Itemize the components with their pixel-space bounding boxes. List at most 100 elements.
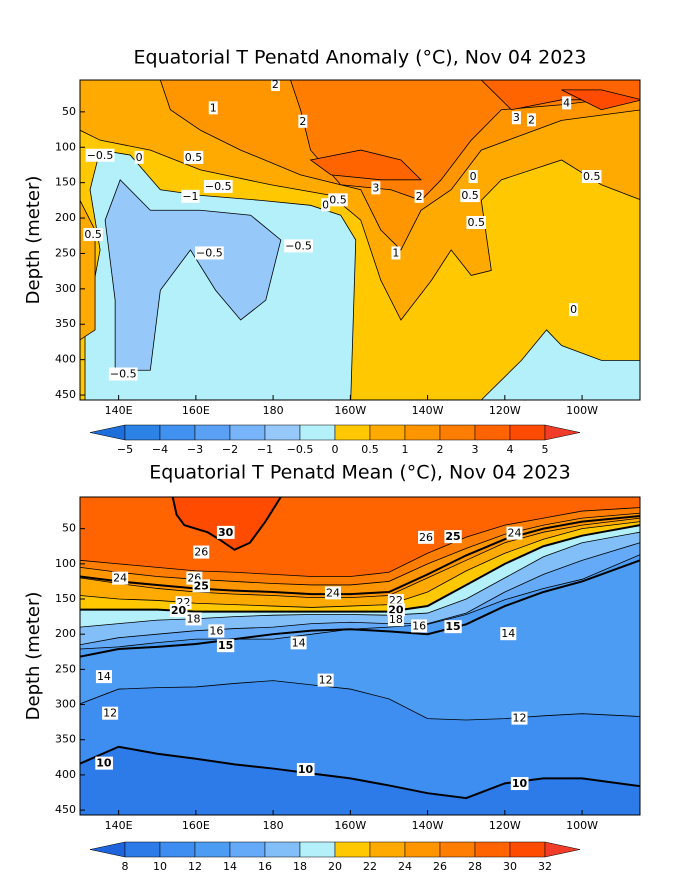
contour-label: 25 (445, 530, 460, 543)
contour-label: 20 (171, 604, 187, 617)
contour-label-bg (466, 216, 486, 230)
y-tick-label: 150 (55, 592, 76, 605)
contour-label-bg (511, 711, 528, 725)
contour-label: 10 (96, 757, 112, 770)
contour-label: 0.5 (185, 151, 203, 164)
contour-label: 0 (470, 170, 477, 183)
contour-label-bg (414, 189, 424, 203)
contour-label-bg (411, 619, 428, 633)
colorbar-bin (474, 424, 511, 441)
colorbar-bin (509, 841, 546, 858)
plot-frame (79, 79, 641, 401)
contour-label: 15 (445, 620, 460, 633)
y-tick-label: 300 (55, 282, 76, 295)
contour-label: 0 (570, 303, 577, 316)
colorbar-bin (404, 424, 441, 441)
contour-label-bg (569, 303, 579, 317)
contour-label: −0.5 (87, 149, 114, 162)
x-tick-label: 180 (263, 819, 284, 832)
contour-label-bg (296, 762, 315, 776)
contour-label: 0.5 (84, 228, 102, 241)
colorbar-label: 0 (332, 443, 339, 456)
anomaly-region (104, 179, 282, 371)
contour-label: 0.5 (467, 216, 485, 229)
contour-label-bg (510, 777, 529, 791)
contour-label: 12 (319, 674, 333, 687)
contour-label-bg (387, 603, 405, 617)
colorbar-bin (229, 841, 266, 858)
anomaly-region (480, 329, 640, 400)
x-tick-label: 120W (489, 404, 521, 417)
contour-label: −0.5 (205, 180, 232, 193)
contour-label: 0.5 (329, 193, 347, 206)
contour-label: 1 (392, 246, 399, 259)
colorbar-bin (124, 841, 161, 858)
isotherm-line (171, 497, 282, 551)
contour-label-bg (391, 246, 401, 260)
colorbar-label: 20 (328, 860, 342, 873)
y-axis-label: Depth (meter) (23, 176, 44, 305)
colorbar-bin (159, 841, 196, 858)
contour-label-bg (581, 169, 602, 183)
y-tick-label: 300 (55, 698, 76, 711)
isotherm-line (80, 745, 640, 800)
contour-label: 16 (412, 619, 426, 632)
y-tick-label: 250 (55, 246, 76, 259)
y-tick-label: 200 (55, 211, 76, 224)
contour-label-bg (298, 114, 308, 128)
contour-label-bg (418, 530, 435, 544)
contour-label: 3 (372, 181, 379, 194)
colorbar-label: 1 (402, 443, 409, 456)
chart-title: Equatorial T Penatd Mean (°C), Nov 04 20… (149, 462, 570, 484)
colorbar-label: 10 (153, 860, 167, 873)
contour-label-bg (134, 150, 144, 164)
y-axis-label: Depth (meter) (23, 592, 44, 721)
y-tick-label: 400 (55, 768, 76, 781)
y-tick-label: 250 (55, 662, 76, 675)
plot-area (80, 497, 640, 815)
isotherm-line (80, 517, 640, 599)
contour-label-bg (195, 246, 224, 260)
contour-label: −1 (182, 190, 198, 203)
contour-label: 24 (507, 527, 521, 540)
colorbar-label: 4 (507, 443, 514, 456)
contour-label: 3 (513, 111, 520, 124)
y-tick-label: 50 (62, 522, 76, 535)
colorbar-bin (334, 841, 371, 858)
colorbar-label: 0.5 (361, 443, 379, 456)
y-tick-label: 200 (55, 627, 76, 640)
colorbar-label: −0.5 (287, 443, 314, 456)
colorbar-bin (159, 424, 196, 441)
contour-label-bg (371, 181, 381, 195)
colorbar-bin (299, 424, 336, 441)
x-tick-label: 180 (263, 404, 284, 417)
contour-label-bg (270, 77, 280, 91)
isotherm-line (80, 512, 640, 586)
colorbar-label: 18 (293, 860, 307, 873)
contour-label-bg (500, 627, 517, 641)
contour-label-bg (526, 113, 536, 127)
colorbar-label: −1 (257, 443, 273, 456)
contour-label: −0.5 (110, 368, 137, 381)
isotherm-line (80, 542, 640, 646)
x-tick-label: 160E (182, 819, 210, 832)
colorbar-label: −3 (187, 443, 203, 456)
contour-label: 0 (136, 151, 143, 164)
contour-label: 2 (299, 115, 306, 128)
x-tick-label: 100W (566, 819, 598, 832)
isotherm-line (80, 507, 640, 577)
contour-label-bg (324, 586, 341, 600)
colorbar-bin (334, 424, 371, 441)
colorbar-bin (369, 841, 406, 858)
colorbar-label: 22 (363, 860, 377, 873)
colorbar-bin (404, 841, 441, 858)
contour-label: 14 (97, 670, 111, 683)
contour-label: 24 (326, 586, 340, 599)
isotherm-line (80, 680, 640, 721)
contour-label-bg (460, 189, 480, 203)
y-tick-label: 100 (55, 140, 76, 153)
colorbar-label: 28 (468, 860, 482, 873)
colorbar-bin (439, 841, 476, 858)
contour-label: 24 (113, 572, 127, 585)
